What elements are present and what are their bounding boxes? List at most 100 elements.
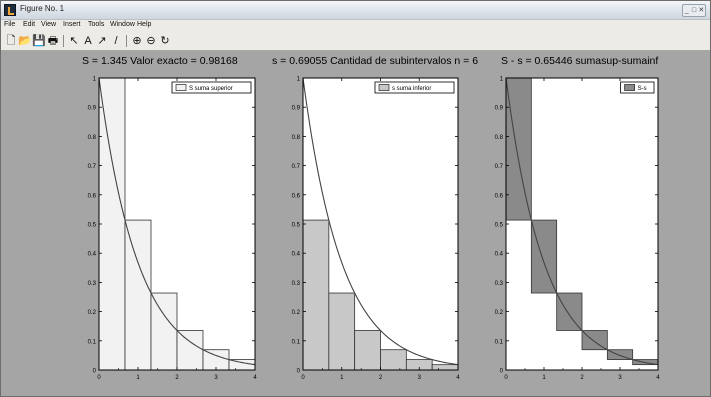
rotate-3d-button[interactable]: ↻ bbox=[160, 35, 170, 47]
print-button[interactable]: 🖶 bbox=[47, 35, 59, 47]
menu-help[interactable]: Help bbox=[137, 21, 152, 28]
bar bbox=[581, 330, 608, 351]
menu-bar: File Edit View Insert Tools Window Help bbox=[1, 20, 710, 32]
bar bbox=[556, 292, 583, 331]
y-tick-label: 0.1 bbox=[292, 339, 301, 345]
x-tick-label: 3 bbox=[418, 375, 422, 381]
bar bbox=[98, 77, 126, 371]
y-tick-label: 0.9 bbox=[495, 106, 504, 112]
y-tick-label: 0.7 bbox=[88, 164, 97, 170]
bar bbox=[176, 330, 204, 371]
bar bbox=[302, 219, 330, 371]
y-tick-label: 0.6 bbox=[88, 193, 97, 199]
x-tick-label: 4 bbox=[656, 375, 660, 381]
close-button[interactable]: ✕ bbox=[698, 7, 705, 14]
y-tick-label: 0.7 bbox=[292, 164, 301, 170]
y-tick-label: 0.2 bbox=[495, 310, 504, 316]
y-tick-label: 0.4 bbox=[88, 252, 97, 258]
x-tick-label: 4 bbox=[456, 375, 460, 381]
save-button[interactable]: 💾 bbox=[32, 35, 46, 47]
y-tick-label: 1 bbox=[297, 77, 301, 83]
new-figure-button[interactable]: 🗋 bbox=[6, 35, 16, 47]
x-tick-label: 3 bbox=[214, 375, 218, 381]
y-tick-label: 0.4 bbox=[495, 252, 504, 258]
y-tick-label: 0.6 bbox=[495, 193, 504, 199]
zoom-in-button[interactable]: ⊕ bbox=[132, 35, 142, 47]
title-bar[interactable]: Figure No. 1 _ □ ✕ bbox=[1, 1, 710, 20]
open-file-button[interactable]: 📂 bbox=[18, 35, 32, 47]
edit-plot-arrow-button[interactable]: ↖ bbox=[69, 35, 79, 47]
bar bbox=[606, 349, 634, 360]
y-tick-label: 0.3 bbox=[495, 281, 504, 287]
x-tick-label: 2 bbox=[175, 375, 179, 381]
y-tick-label: 0.6 bbox=[292, 193, 301, 199]
minimize-button[interactable]: _ bbox=[684, 7, 689, 14]
menu-edit[interactable]: Edit bbox=[23, 21, 36, 28]
subplot-2: 0 0.1 0.2 0.3 0.4 0.5 0.6 0.7 0.8 0.9 1 0 1 2 3 4 s suma… bbox=[292, 77, 461, 382]
y-tick-label: 0.5 bbox=[88, 223, 97, 229]
y-tick-label: 0.7 bbox=[495, 164, 504, 170]
x-tick-label: 2 bbox=[379, 375, 383, 381]
y-tick-label: 1 bbox=[500, 77, 504, 83]
x-tick-label: 2 bbox=[580, 375, 584, 381]
menu-view[interactable]: View bbox=[41, 21, 57, 28]
bar bbox=[328, 292, 356, 371]
bar bbox=[505, 77, 532, 221]
y-tick-label: 0 bbox=[500, 369, 504, 375]
maximize-button[interactable]: □ bbox=[691, 7, 697, 14]
bar bbox=[202, 349, 230, 371]
x-tick-label: 1 bbox=[542, 375, 546, 381]
function-curve bbox=[505, 77, 659, 366]
menu-file[interactable]: File bbox=[4, 21, 16, 28]
function-curve bbox=[98, 77, 256, 366]
menu-window[interactable]: Window bbox=[110, 21, 135, 28]
toolbar-separator bbox=[63, 35, 64, 47]
menu-tools[interactable]: Tools bbox=[88, 21, 105, 28]
legend-box bbox=[620, 81, 655, 94]
y-tick-label: 0.1 bbox=[495, 339, 504, 345]
bar bbox=[431, 364, 459, 371]
legend-label: S-s bbox=[638, 86, 647, 92]
bar bbox=[228, 359, 256, 371]
bar bbox=[530, 219, 558, 294]
plot-title-lower-sum: s = 0.69055 Cantidad de subintervalos n … bbox=[272, 55, 479, 67]
matlab-icon bbox=[4, 4, 16, 16]
y-tick-label: 0 bbox=[297, 369, 301, 375]
y-tick-label: 0.2 bbox=[292, 310, 301, 316]
legend-swatch bbox=[175, 84, 187, 91]
toolbar-separator bbox=[126, 35, 127, 47]
y-tick-label: 0.4 bbox=[292, 252, 301, 258]
legend-swatch bbox=[378, 84, 390, 91]
function-curve bbox=[302, 77, 459, 366]
insert-arrow-button[interactable]: ↗ bbox=[97, 35, 107, 47]
y-tick-label: 0.2 bbox=[88, 310, 97, 316]
plot-title-upper-sum: S = 1.345 Valor exacto = 0.98168 bbox=[82, 55, 238, 67]
bar bbox=[150, 292, 178, 371]
bar bbox=[380, 349, 407, 371]
legend-swatch bbox=[624, 84, 635, 91]
y-tick-label: 1 bbox=[93, 77, 97, 83]
zoom-out-button[interactable]: ⊖ bbox=[146, 35, 156, 47]
x-tick-label: 0 bbox=[504, 375, 508, 381]
x-tick-label: 1 bbox=[136, 375, 140, 381]
x-tick-label: 0 bbox=[301, 375, 305, 381]
y-tick-label: 0.3 bbox=[88, 281, 97, 287]
x-tick-label: 4 bbox=[253, 375, 257, 381]
legend-label: S suma superior bbox=[189, 86, 233, 92]
x-tick-label: 0 bbox=[97, 375, 101, 381]
subplot-1: 0 0.1 0.2 0.3 0.4 0.5 0.6 0.7 0.8 0.9 1 0 1 2 3 4 S suma… bbox=[88, 77, 258, 382]
bar bbox=[354, 330, 381, 371]
insert-text-button[interactable]: A bbox=[84, 35, 92, 47]
menu-insert[interactable]: Insert bbox=[63, 21, 81, 28]
y-tick-label: 0.3 bbox=[292, 281, 301, 287]
y-tick-label: 0.5 bbox=[292, 223, 301, 229]
insert-line-button[interactable]: / bbox=[114, 35, 118, 47]
legend-box bbox=[374, 81, 455, 94]
y-tick-label: 0 bbox=[93, 369, 97, 375]
y-tick-label: 0.1 bbox=[88, 339, 97, 345]
subplot-3: 0 0.1 0.2 0.3 0.4 0.5 0.6 0.7 0.8 0.9 1 0 1 2 3 4 S-s bbox=[495, 77, 661, 382]
y-tick-label: 0.8 bbox=[292, 135, 301, 141]
y-tick-label: 0.9 bbox=[292, 106, 301, 112]
window-title: Figure No. 1 bbox=[20, 4, 65, 13]
